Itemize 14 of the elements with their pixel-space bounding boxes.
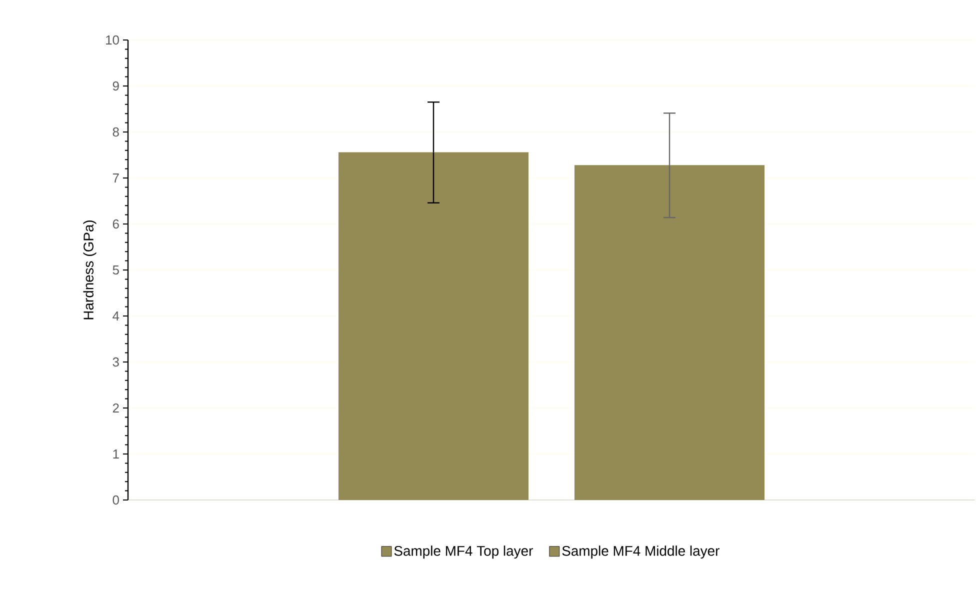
y-tick-label: 9 (112, 81, 119, 91)
y-tick-label: 0 (112, 495, 119, 505)
y-tick-label: 4 (112, 312, 120, 320)
y-tick-label: 1 (113, 450, 119, 458)
legend-label: Sample MF4 Top layer (394, 546, 533, 559)
y-tick-label: 3 (112, 357, 119, 367)
y-axis-title: Hardness (GPa) (83, 220, 96, 320)
y-tick-label: 5 (112, 265, 119, 275)
y-tick-label: 2 (112, 403, 119, 413)
y-tick-label: 8 (112, 127, 119, 137)
y-tick-label: 7 (112, 174, 119, 182)
y-tick-label: 6 (112, 219, 119, 229)
y-tick-label: 10 (106, 35, 119, 45)
legend-label: Sample MF4 Middle layer (562, 546, 720, 559)
